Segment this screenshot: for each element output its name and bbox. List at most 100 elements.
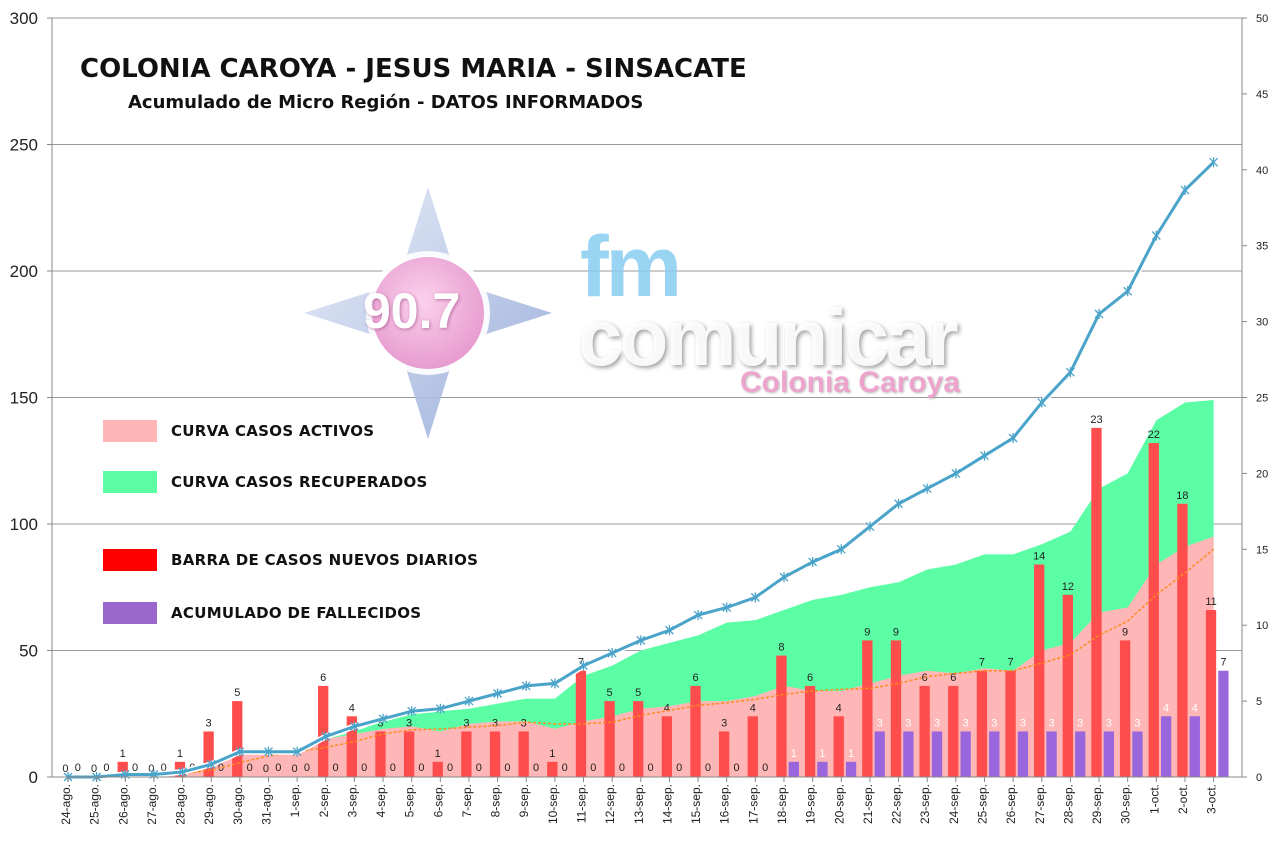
x-tick-label-2-oct.: 2-oct. xyxy=(1176,784,1190,814)
new-cases-label-14-sep.: 4 xyxy=(664,702,670,714)
new-cases-label-24-sep.: 6 xyxy=(950,672,956,684)
new-cases-bar-17-sep. xyxy=(747,716,758,777)
total-marker-16-sep. xyxy=(722,602,732,613)
legend-label-recovered: CURVA CASOS RECUPERADOS xyxy=(171,473,428,491)
deaths-label-11-sep.: 0 xyxy=(590,762,596,774)
total-marker-30-ago. xyxy=(235,746,245,757)
total-marker-2-oct. xyxy=(1180,185,1190,196)
new-cases-bar-24-sep. xyxy=(948,685,959,777)
new-cases-label-5-sep.: 3 xyxy=(406,717,412,729)
total-marker-28-ago. xyxy=(178,766,188,777)
total-marker-12-sep. xyxy=(607,648,617,659)
deaths-label-29-sep.: 3 xyxy=(1106,717,1112,729)
new-cases-bar-19-sep. xyxy=(804,685,816,777)
legend-swatch-active xyxy=(103,420,157,442)
chart-subtitle: Acumulado de Micro Región - DATOS INFORM… xyxy=(128,92,644,113)
new-cases-label-2-sep.: 6 xyxy=(320,672,326,684)
x-tick-label-21-sep.: 21-sep. xyxy=(861,784,875,824)
x-tick-label-14-sep.: 14-sep. xyxy=(660,784,674,824)
new-cases-label-30-sep.: 9 xyxy=(1122,626,1128,638)
new-cases-bar-3-sep. xyxy=(346,716,357,777)
deaths-bar-18-sep. xyxy=(788,761,799,777)
deaths-label-27-sep.: 3 xyxy=(1048,717,1054,729)
new-cases-bar-5-sep. xyxy=(403,731,415,777)
total-marker-1-oct. xyxy=(1151,230,1161,241)
y-left-tick-label-100: 100 xyxy=(10,515,38,534)
new-cases-label-21-sep.: 9 xyxy=(864,626,870,638)
total-marker-8-sep. xyxy=(493,688,503,699)
x-tick-label-29-sep.: 29-sep. xyxy=(1090,784,1104,824)
new-cases-label-8-sep.: 3 xyxy=(492,717,498,729)
new-cases-label-27-sep.: 14 xyxy=(1033,550,1045,562)
total-marker-25-sep. xyxy=(980,450,989,461)
new-cases-label-24-ago.: 0 xyxy=(62,763,68,775)
new-cases-label-26-sep.: 7 xyxy=(1007,657,1013,669)
y-right-tick-label-25: 25 xyxy=(1256,393,1268,405)
y-right-tick-label-50: 50 xyxy=(1256,13,1268,25)
legend-swatch-new-cases xyxy=(103,549,157,571)
y-right-tick-label-10: 10 xyxy=(1256,620,1268,632)
new-cases-bar-13-sep. xyxy=(633,701,644,777)
new-cases-label-26-ago.: 1 xyxy=(120,748,126,760)
total-marker-2-sep. xyxy=(321,731,331,742)
total-marker-26-sep. xyxy=(1008,432,1018,443)
deaths-bar-22-sep. xyxy=(903,731,914,777)
new-cases-bar-18-sep. xyxy=(776,655,787,777)
y-right-tick-label-20: 20 xyxy=(1256,468,1268,480)
deaths-label-21-sep.: 3 xyxy=(877,717,883,729)
total-marker-22-sep. xyxy=(894,498,904,509)
y-left-tick-label-50: 50 xyxy=(19,642,38,661)
deaths-bar-26-sep. xyxy=(1017,731,1029,777)
deaths-bar-20-sep. xyxy=(845,761,857,777)
new-cases-bar-28-sep. xyxy=(1062,594,1073,777)
x-tick-label-20-sep.: 20-sep. xyxy=(832,784,846,824)
legend-swatch-deaths xyxy=(103,602,157,624)
new-cases-bar-8-sep. xyxy=(489,731,501,777)
x-tick-label-30-sep.: 30-sep. xyxy=(1119,784,1133,824)
deaths-label-15-sep.: 0 xyxy=(705,762,711,774)
total-marker-11-sep. xyxy=(579,660,588,671)
total-marker-14-sep. xyxy=(664,625,674,636)
total-marker-5-sep. xyxy=(407,706,417,717)
deaths-label-3-sep.: 0 xyxy=(361,762,367,774)
deaths-label-26-sep.: 3 xyxy=(1020,717,1026,729)
new-cases-label-27-ago.: 0 xyxy=(148,763,154,775)
x-tick-label-28-ago.: 28-ago. xyxy=(174,784,188,825)
radio-logo-star-icon xyxy=(304,187,552,439)
x-tick-label-2-sep.: 2-sep. xyxy=(317,784,331,817)
new-cases-label-3-sep.: 4 xyxy=(349,702,355,714)
new-cases-label-29-ago.: 3 xyxy=(206,717,212,729)
deaths-label-27-ago.: 0 xyxy=(161,762,167,774)
y-right-tick-label-35: 35 xyxy=(1256,241,1268,253)
new-cases-bar-2-sep. xyxy=(318,685,329,777)
new-cases-bar-15-sep. xyxy=(690,685,701,777)
new-cases-bar-26-ago. xyxy=(117,761,128,777)
new-cases-bar-30-sep. xyxy=(1119,640,1131,777)
deaths-label-25-sep.: 3 xyxy=(991,717,997,729)
deaths-bar-19-sep. xyxy=(817,761,828,777)
deaths-label-6-sep.: 0 xyxy=(447,762,453,774)
deaths-bar-1-oct. xyxy=(1160,716,1172,777)
y-right-tick-label-30: 30 xyxy=(1256,317,1268,329)
y-left-tick-label-0: 0 xyxy=(29,768,38,787)
deaths-bar-2-oct. xyxy=(1189,716,1200,777)
deaths-label-1-sep.: 0 xyxy=(304,762,310,774)
total-marker-21-sep. xyxy=(865,521,875,532)
deaths-label-24-ago.: 0 xyxy=(75,762,81,774)
total-marker-1-sep. xyxy=(292,746,302,757)
deaths-label-7-sep.: 0 xyxy=(476,762,482,774)
x-tick-label-5-sep.: 5-sep. xyxy=(403,784,417,817)
x-tick-label-12-sep.: 12-sep. xyxy=(603,784,617,824)
total-marker-24-sep. xyxy=(951,468,961,479)
deaths-label-4-sep.: 0 xyxy=(390,762,396,774)
deaths-label-5-sep.: 0 xyxy=(418,762,424,774)
legend-item-deaths: ACUMULADO DE FALLECIDOS xyxy=(103,602,421,624)
deaths-bar-21-sep. xyxy=(874,731,885,777)
total-marker-6-sep. xyxy=(435,703,445,714)
x-tick-label-24-ago.: 24-ago. xyxy=(59,784,73,825)
legend-label-deaths: ACUMULADO DE FALLECIDOS xyxy=(171,604,422,622)
total-marker-29-ago. xyxy=(206,759,216,770)
x-tick-label-27-ago.: 27-ago. xyxy=(145,784,159,825)
total-marker-10-sep. xyxy=(550,678,560,689)
